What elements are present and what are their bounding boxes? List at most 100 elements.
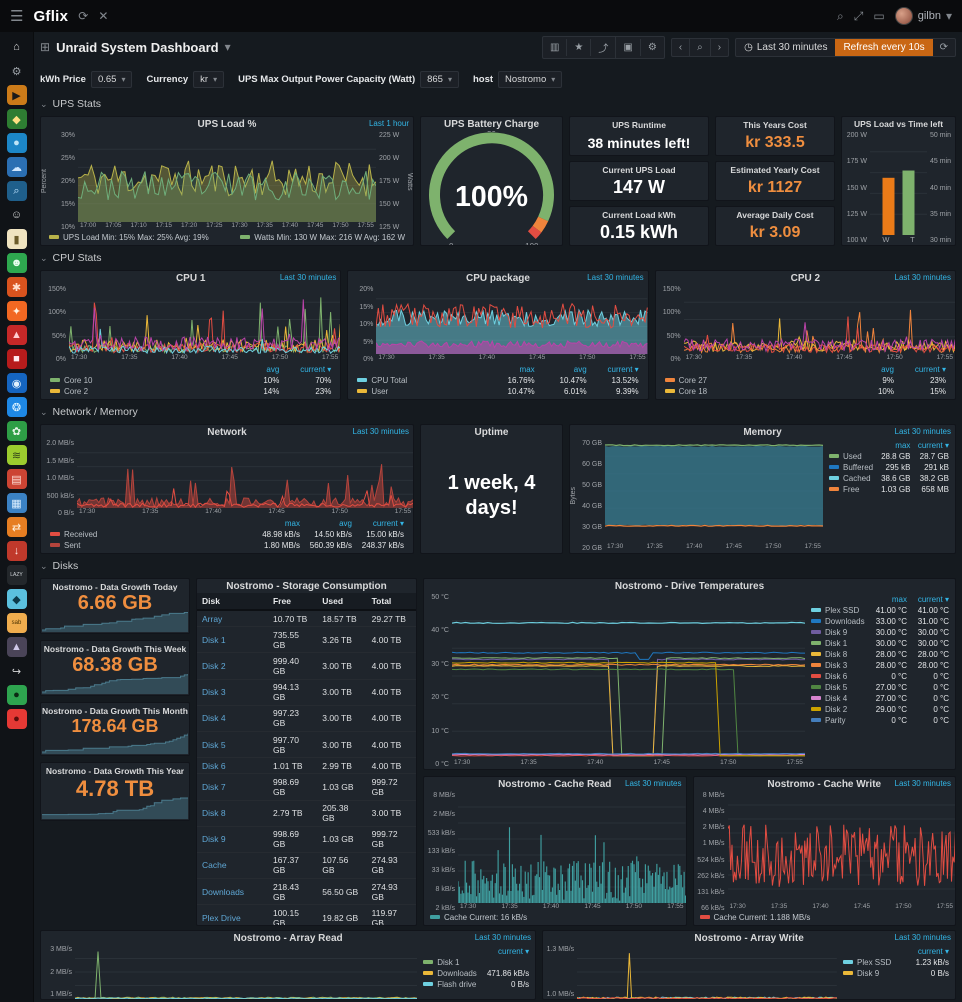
panel-title[interactable]: Estimated Yearly Cost (730, 165, 820, 175)
disk-link[interactable]: Disk 7 (197, 773, 268, 801)
panel-title[interactable]: Memory (743, 427, 782, 438)
cpu1-chart[interactable] (69, 285, 341, 354)
refresh-dashboard-button[interactable]: ⟳ (939, 41, 948, 53)
app-stripes-icon[interactable]: ▤ (6, 469, 27, 489)
row-header-cpu-stats[interactable]: ⌄ CPU Stats (40, 250, 956, 266)
panel-time-info[interactable]: Last 30 minutes (894, 427, 951, 436)
panel-title[interactable]: Network (207, 427, 247, 438)
cache-write-chart[interactable] (727, 791, 955, 903)
legend-series-label[interactable]: Core 18 (678, 387, 708, 396)
grafana-flame-icon[interactable]: ✦ (6, 301, 27, 321)
add-panel-button[interactable]: ▥ (543, 38, 568, 56)
legend-series-label[interactable]: Parity (825, 716, 846, 725)
panel-title[interactable]: Current UPS Load (602, 165, 676, 175)
panel-title[interactable]: Uptime (474, 427, 509, 438)
panel-title[interactable]: Nostromo - Data Growth Today (52, 582, 178, 592)
legend-series-label[interactable]: Core 10 (64, 376, 93, 385)
panel-time-info[interactable]: Last 30 minutes (894, 273, 951, 282)
panel-title[interactable]: Current Load kWh (602, 210, 676, 220)
panel-time-info[interactable]: Last 30 minutes (279, 273, 337, 282)
row-header-network-memory[interactable]: ⌄ Network / Memory (40, 404, 956, 420)
legend-sort-header[interactable]: max (284, 519, 300, 528)
legend-series-label[interactable]: Disk 4 (825, 694, 848, 703)
app-user-icon[interactable]: ☺ (10, 209, 23, 221)
panel-time-info[interactable]: Last 30 minutes (625, 779, 682, 788)
legend-item[interactable]: Watts Min: 130 W Max: 216 W Avg: 162 W (240, 233, 405, 242)
table-header[interactable]: Used (317, 593, 367, 611)
fullscreen-icon[interactable]: ⤢ (853, 9, 864, 23)
legend-sort-header[interactable]: avg (881, 365, 894, 374)
disk-link[interactable]: Disk 6 (197, 757, 268, 775)
disk-link[interactable]: Cache (197, 852, 268, 880)
legend-sort-header[interactable]: avg (266, 365, 280, 374)
app-swirl-icon[interactable]: ❂ (6, 397, 27, 417)
disk-link[interactable]: Downloads (197, 878, 268, 906)
legend-series-label[interactable]: Sent (64, 541, 81, 550)
legend-sort-header[interactable]: current ▾ (917, 441, 949, 450)
app-orange-play-icon[interactable]: ▶ (6, 85, 27, 105)
legend-item[interactable]: Cache Current: 16 kB/s (430, 913, 527, 922)
panel-title[interactable]: Nostromo - Data Growth This Month (42, 706, 188, 716)
app-shield-icon[interactable]: ▲ (6, 325, 27, 345)
app-github-icon[interactable]: ● (6, 685, 27, 705)
disk-link[interactable]: Disk 5 (197, 731, 268, 759)
panel-time-info[interactable]: Last 30 minutes (352, 427, 409, 436)
battery-gauge[interactable]: 100% 0 50 100 (421, 131, 562, 245)
settings-button[interactable]: ⚙ (647, 41, 657, 53)
app-sab-icon[interactable]: sab (6, 613, 27, 633)
time-back-button[interactable]: ‹ (672, 38, 691, 56)
cpu-package-chart[interactable] (376, 285, 648, 354)
panel-title[interactable]: Nostromo - Cache Write (767, 779, 882, 790)
app-red-circle-icon[interactable]: ● (6, 709, 27, 729)
app-green-diamond-icon[interactable]: ◆ (6, 109, 27, 129)
legend-series-label[interactable]: Used (843, 452, 862, 461)
legend-series-label[interactable]: Core 27 (678, 376, 708, 385)
panel-title[interactable]: Average Daily Cost (736, 210, 814, 220)
settings-gear-icon[interactable]: ⚙ (11, 65, 22, 78)
table-header[interactable]: Disk (197, 593, 268, 611)
app-eye-icon[interactable]: ◉ (6, 373, 27, 393)
legend-series-label[interactable]: Buffered (843, 463, 874, 472)
refresh-interval-button[interactable]: Refresh every 10s (835, 38, 933, 56)
disk-link[interactable]: Disk 8 (197, 800, 268, 827)
share-button[interactable]: ⤴ (591, 36, 617, 58)
disk-link[interactable]: Disk 9 (197, 826, 268, 853)
logout-icon[interactable]: ↪ (11, 665, 22, 678)
app-green-face-icon[interactable]: ☻ (6, 253, 27, 273)
legend-series-label[interactable]: Cached (843, 474, 871, 483)
legend-sort-header[interactable]: max (519, 365, 535, 374)
legend-sort-header[interactable]: current ▾ (607, 365, 639, 374)
panel-title[interactable]: Nostromo - Storage Consumption (226, 581, 387, 592)
legend-series-label[interactable]: Downloads (437, 969, 477, 978)
app-sync-arrows-icon[interactable]: ⇄ (6, 517, 27, 537)
ups-load-chart[interactable] (78, 131, 376, 222)
variable-dropdown[interactable]: kr ▾ (193, 70, 225, 88)
disk-link[interactable]: Disk 4 (197, 705, 268, 732)
panel-title[interactable]: UPS Runtime (612, 120, 666, 130)
panel-time-info[interactable]: Last 30 minutes (587, 273, 644, 282)
home-icon[interactable]: ⌂ (13, 41, 20, 53)
panel-time-info[interactable]: Last 30 minutes (894, 933, 951, 942)
app-leaf-icon[interactable]: ✿ (6, 421, 27, 441)
app-blue-dot-icon[interactable]: ● (6, 133, 27, 153)
legend-sort-header[interactable]: max (891, 595, 907, 604)
panel-title[interactable]: CPU package (466, 273, 530, 284)
panel-title[interactable]: CPU 2 (790, 273, 821, 284)
panel-title[interactable]: Nostromo - Data Growth This Year (45, 766, 185, 776)
panel-title[interactable]: UPS Battery Charge (443, 119, 540, 130)
legend-sort-header[interactable]: current ▾ (498, 947, 530, 956)
dashboard-picker-caret-icon[interactable]: ▾ (224, 40, 231, 54)
panel-title[interactable]: CPU 1 (175, 273, 206, 284)
app-cloud-icon[interactable]: ☁ (6, 157, 27, 177)
refresh-icon[interactable]: ⟳ (78, 9, 89, 23)
legend-series-label[interactable]: Disk 2 (825, 705, 848, 714)
hamburger-menu-icon[interactable]: ☰ (10, 7, 24, 25)
disk-link[interactable]: Array (197, 610, 268, 628)
panel-title[interactable]: Nostromo - Array Read (233, 933, 343, 944)
disk-link[interactable]: Disk 2 (197, 652, 268, 680)
legend-sort-header[interactable]: avg (339, 519, 352, 528)
legend-series-label[interactable]: User (371, 387, 389, 396)
legend-series-label[interactable]: Disk 3 (825, 661, 848, 670)
legend-sort-header[interactable]: current ▾ (300, 365, 332, 374)
legend-series-label[interactable]: Disk 9 (857, 969, 880, 978)
